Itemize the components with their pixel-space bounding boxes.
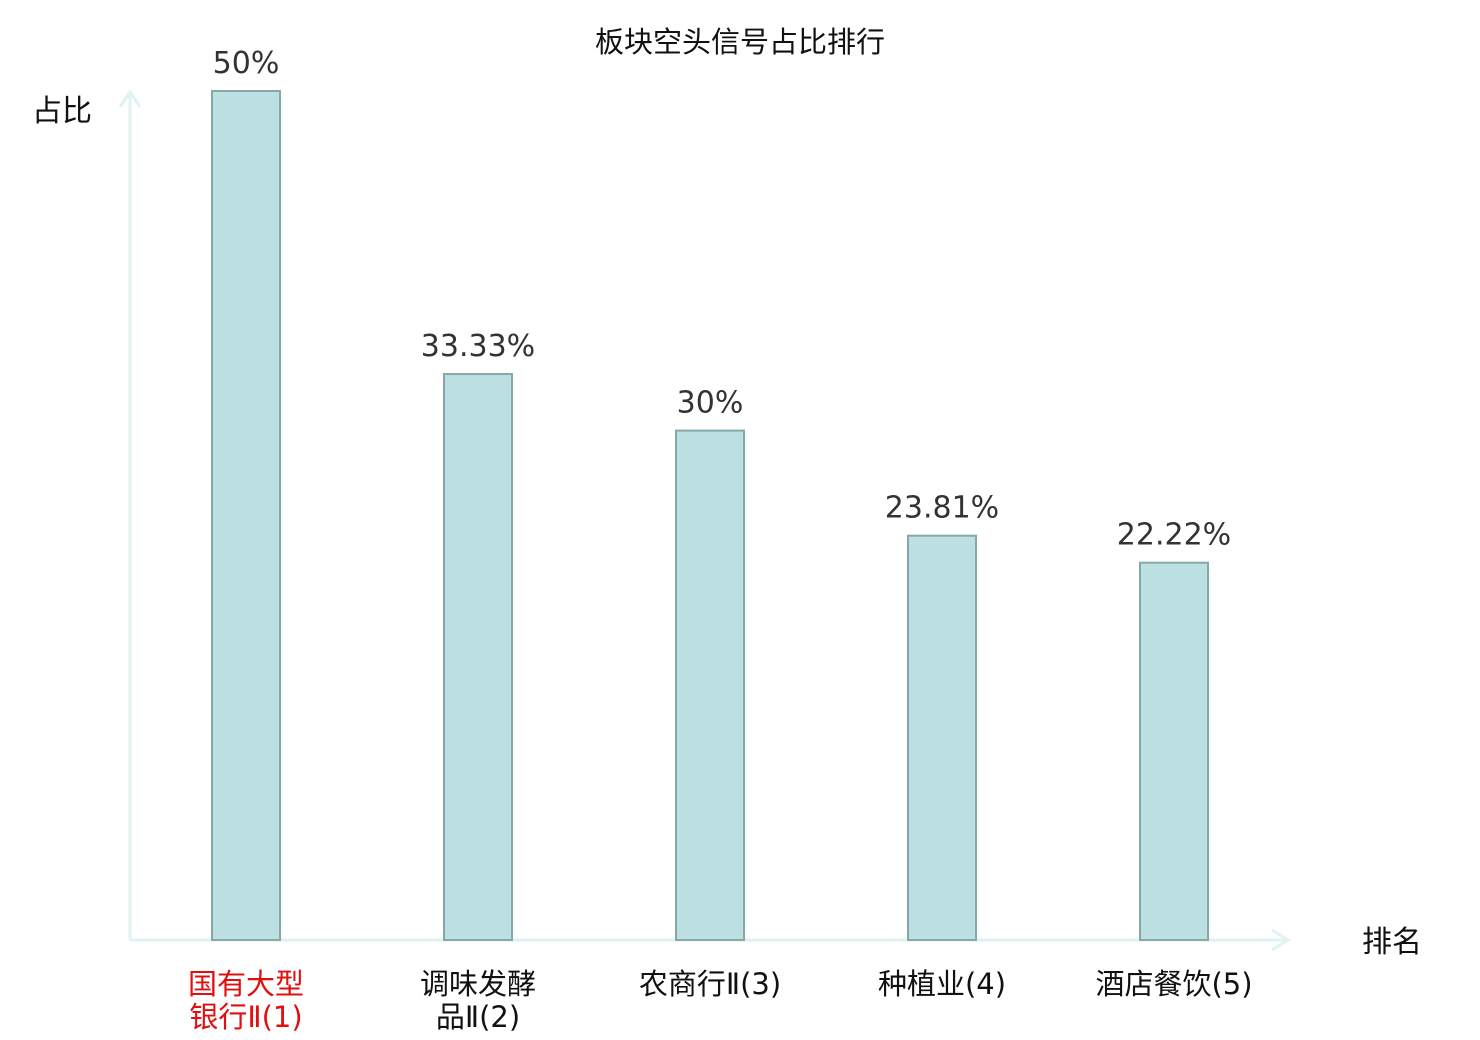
- category-label-1-line-1: 国有大型: [188, 967, 304, 1001]
- bar-2: [443, 373, 513, 942]
- category-label-4-line-1: 种植业(4): [878, 967, 1006, 1001]
- y-axis-arrow: [118, 89, 142, 108]
- x-axis-label: 排名: [1362, 925, 1422, 960]
- bar-4: [907, 534, 977, 941]
- value-label-3: 30%: [677, 386, 744, 421]
- y-axis-label: 占比: [32, 94, 92, 129]
- category-label-2-line-1: 调味发酵: [420, 967, 536, 1001]
- value-label-4: 23.81%: [885, 491, 999, 526]
- category-label-5-line-1: 酒店餐饮(5): [1095, 967, 1252, 1001]
- category-label-1-line-2: 银行Ⅱ(1): [189, 1000, 302, 1034]
- x-axis-arrow: [1271, 928, 1291, 952]
- value-label-5: 22.22%: [1117, 518, 1231, 553]
- value-label-1: 50%: [213, 46, 280, 81]
- chart-title: 板块空头信号占比排行: [595, 25, 885, 59]
- bar-5: [1139, 561, 1209, 941]
- bar-3: [675, 429, 745, 941]
- bars-group: [211, 90, 1209, 942]
- category-label-2-line-2: 品Ⅱ(2): [436, 1000, 520, 1034]
- value-labels-group: 50% 33.33% 30% 23.81% 22.22%: [213, 46, 1232, 553]
- value-label-2: 33.33%: [421, 329, 535, 364]
- category-label-3-line-1: 农商行Ⅱ(3): [639, 967, 781, 1001]
- bar-1: [211, 90, 281, 941]
